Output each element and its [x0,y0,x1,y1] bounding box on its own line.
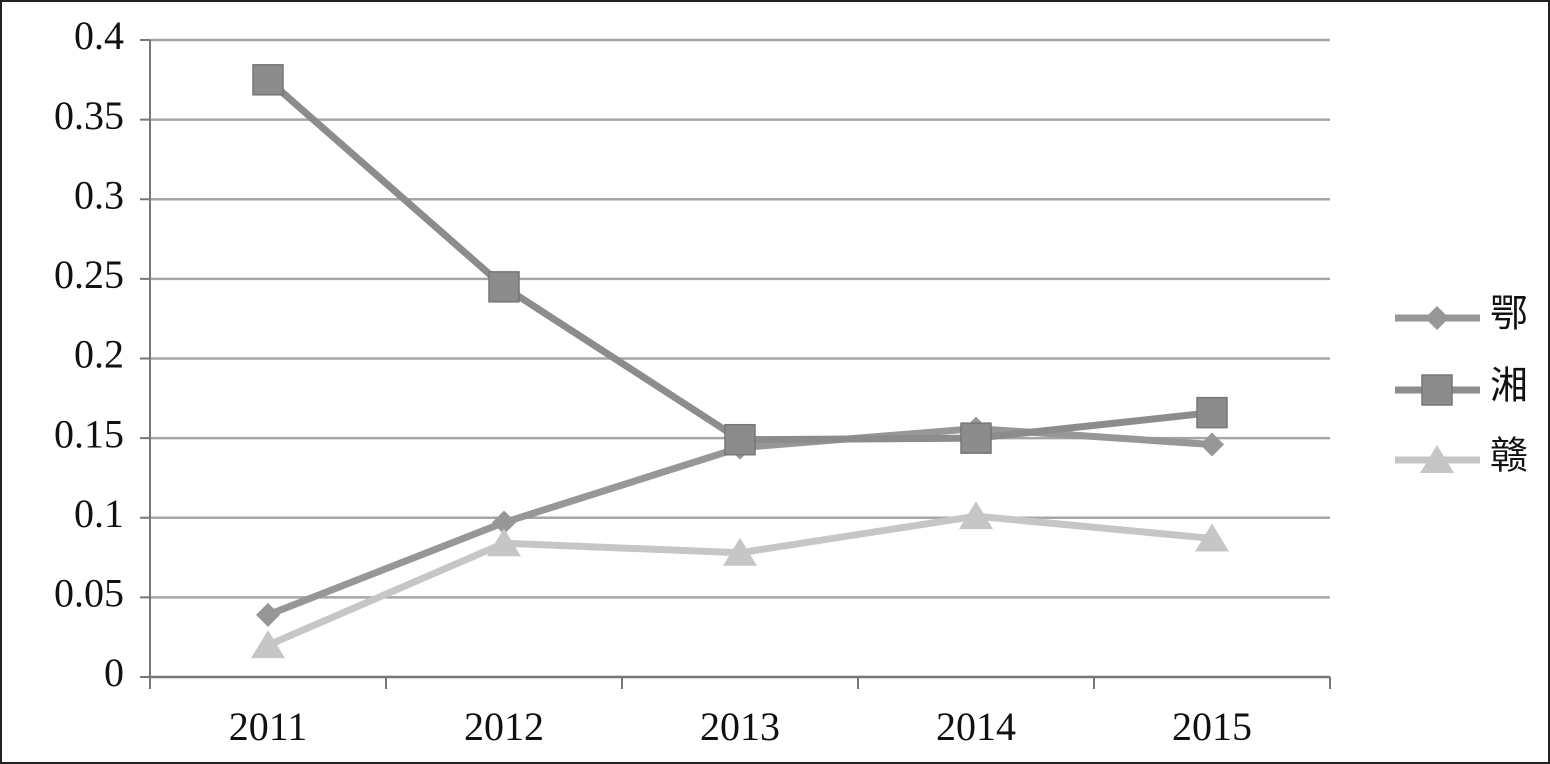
point [251,630,285,659]
point [1200,432,1224,457]
legend-marker [1420,445,1454,473]
y-tick-label: 0.05 [54,571,124,616]
y-tick-label: 0.2 [74,332,124,377]
x-tick-label: 2014 [936,704,1016,749]
x-tick-label: 2012 [464,704,544,749]
point [252,64,284,96]
y-tick-label: 0.3 [74,172,124,217]
point [492,510,516,535]
x-tick-label: 2013 [700,704,780,749]
x-tick-label: 2011 [229,704,308,749]
y-tick-label: 0.35 [54,93,124,138]
point [724,423,756,456]
point [487,528,521,557]
point [1196,396,1228,429]
legend-marker [1421,374,1453,406]
point [488,271,520,303]
legend-marker [1425,306,1449,330]
point [959,501,993,530]
point [256,602,280,627]
point [723,537,757,566]
y-tick-label: 0 [104,650,124,695]
point [960,422,992,454]
y-tick-label: 0.1 [74,491,124,536]
legend-label: 赣 [1490,436,1528,478]
legend-label: 鄂 [1490,294,1528,336]
y-tick-label: 0.15 [54,411,124,456]
point [1195,523,1229,552]
y-tick-label: 0.4 [74,13,124,58]
y-tick-label: 0.25 [54,252,124,297]
legend-label: 湘 [1490,366,1528,408]
x-tick-label: 2015 [1172,704,1252,749]
